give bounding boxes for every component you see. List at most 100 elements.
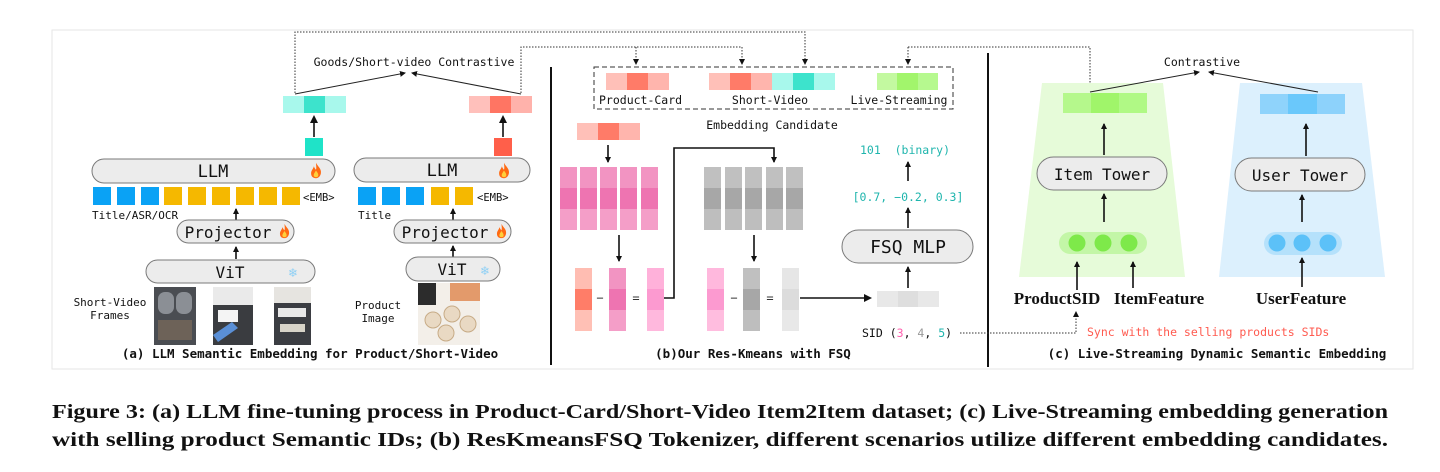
codebook-centroid: [704, 209, 721, 230]
short-video-frame-2: [213, 287, 253, 345]
nearest-centroid: [609, 268, 626, 289]
codebook-centroid: [786, 188, 803, 209]
codebook-centroid: [725, 188, 742, 209]
nearest-centroid: [609, 310, 626, 331]
sid-readout: SID (3, 4, 5): [862, 326, 952, 340]
product-image: [418, 283, 480, 345]
panel-b: Product-Card Short-Video Live-Streaming …: [560, 46, 1091, 361]
codebook-centroid: [725, 209, 742, 230]
codebook-centroid: [620, 188, 637, 209]
llm-box-right: [353, 157, 531, 183]
candidate-label-live-streaming: Live-Streaming: [851, 93, 948, 107]
visual-token: [164, 187, 182, 205]
product-image-label-2: Image: [361, 312, 394, 325]
codebook-centroid: [725, 167, 742, 188]
codebook-centroid: [620, 167, 637, 188]
residual-step-2: [707, 268, 799, 331]
short-video-frames-label-2: Frames: [90, 309, 130, 322]
token-row-left: [93, 187, 300, 205]
red-embedding: [469, 96, 532, 113]
residual-step-1: [575, 268, 664, 331]
codebook-centroid: [600, 209, 617, 230]
codebook-centroid: [580, 188, 597, 209]
caption-a: (a) LLM Semantic Embedding for Product/S…: [122, 346, 498, 361]
nearest-centroid: [609, 289, 626, 310]
text-input-label-left: Title/ASR/OCR: [92, 209, 178, 222]
contrast-arrow-item: [1089, 69, 1200, 93]
equals-sign: =: [632, 291, 639, 305]
sync-note: Sync with the selling products SIDs: [1087, 325, 1329, 339]
product-card-embedding: [606, 73, 669, 90]
text-token: [117, 187, 135, 205]
live-streaming-embedding: [877, 73, 938, 90]
text-token: [93, 187, 111, 205]
text-input-label-right: Title: [358, 209, 391, 222]
input-vector: [707, 310, 724, 331]
nearest-centroid: [743, 289, 760, 310]
snowflake-icon: ❄: [288, 266, 298, 280]
short-video-frames-label-1: Short-Video: [74, 296, 147, 309]
snowflake-icon: ❄: [480, 264, 490, 278]
input-vector: [707, 268, 724, 289]
vit-box-left: [145, 259, 316, 284]
codebook-centroid: [786, 167, 803, 188]
codebook-centroid: [766, 167, 783, 188]
visual-token: [259, 187, 277, 205]
codebook-centroid: [600, 188, 617, 209]
visual-token: [188, 187, 206, 205]
figure-caption-line-1: Figure 3: (a) LLM fine-tuning process in…: [52, 401, 1388, 423]
codebook-centroid: [580, 167, 597, 188]
input-vector: [575, 289, 592, 310]
product-image-label-1: Product: [355, 299, 401, 312]
codebook-level-2: [704, 167, 803, 230]
short-video-frame-1: [154, 287, 196, 345]
residual-vector: [647, 310, 664, 331]
contrast-arrow-user: [1208, 69, 1319, 93]
projector-box-left: [176, 219, 295, 244]
codebook-centroid: [560, 188, 577, 209]
vit-label-right: ViT: [438, 260, 467, 279]
residual-vector: [647, 289, 664, 310]
codebook-centroid: [786, 209, 803, 230]
codebook-centroid: [745, 188, 762, 209]
llm-box-left: [91, 158, 336, 184]
teal-emb-token: [305, 138, 323, 156]
equals-sign: =: [766, 291, 773, 305]
text-token: [382, 187, 400, 205]
contrast-arrow-right: [411, 71, 522, 95]
text-token: [141, 187, 159, 205]
candidate-label-short-video: Short-Video: [732, 93, 808, 107]
contrastive-label-a: Goods/Short-video Contrastive: [314, 55, 515, 69]
item-feature-nodes: [1059, 232, 1147, 254]
product-sid-label: ProductSID: [1014, 289, 1101, 308]
codebook-centroid: [641, 209, 658, 230]
item-tower-box: [1036, 156, 1168, 191]
residual-vector: [782, 289, 799, 310]
input-vector: [575, 310, 592, 331]
figure-frame: [51, 29, 1414, 370]
visual-token: [212, 187, 230, 205]
nearest-centroid: [743, 310, 760, 331]
minus-sign: −: [730, 291, 737, 305]
visual-token: [282, 187, 300, 205]
vit-box-right: [405, 256, 501, 282]
user-feature-label: UserFeature: [1256, 289, 1347, 308]
item-feature-label: ItemFeature: [1114, 289, 1205, 308]
residual-embedding: [877, 291, 939, 307]
codebook-centroid: [580, 209, 597, 230]
user-tower-box: [1234, 157, 1366, 192]
text-token: [358, 187, 376, 205]
codebook-centroid: [600, 167, 617, 188]
codebook-centroid: [620, 209, 637, 230]
red-emb-token: [494, 138, 512, 156]
codebook-level-1: [560, 167, 658, 230]
contrast-arrow-left: [294, 70, 406, 95]
nearest-centroid: [743, 268, 760, 289]
user-embedding: [1260, 94, 1345, 114]
residual-vector: [782, 268, 799, 289]
user-tower-label: User Tower: [1252, 166, 1349, 185]
fsq-mlp-label: FSQ MLP: [870, 237, 946, 258]
dotted-connector-live: [908, 46, 1091, 93]
fsq-vector: [0.7, −0.2, 0.3]: [853, 190, 964, 204]
